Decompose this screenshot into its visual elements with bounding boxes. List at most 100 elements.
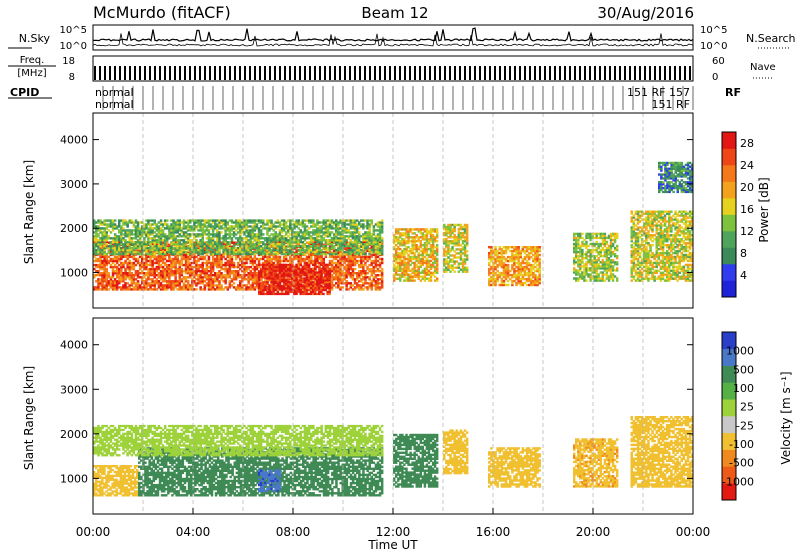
echo-cell (345, 284, 348, 286)
echo-cell (135, 264, 138, 266)
echo-cell (328, 273, 331, 275)
echo-cell (106, 264, 109, 266)
echo-cell (181, 268, 184, 270)
echo-cell (270, 264, 273, 266)
echo-cell (187, 280, 190, 282)
echo-cell (231, 258, 234, 260)
echo-cell (295, 264, 298, 266)
echo-cell (195, 288, 198, 290)
echo-cell (166, 219, 169, 221)
echo-cell (381, 258, 384, 260)
echo-cell (328, 283, 331, 285)
echo-cell (354, 268, 357, 270)
echo-cell (237, 270, 240, 272)
echo-cell (262, 219, 265, 221)
echo-cell (202, 264, 205, 266)
echo-cell (312, 277, 315, 279)
echo-cell (108, 272, 111, 274)
cpid-ticks (103, 86, 693, 110)
echo-cell (381, 270, 384, 272)
nsearch-label: N.Search (746, 32, 796, 45)
echo-cell (314, 268, 317, 270)
echo-cell (114, 219, 117, 221)
echo-cell (154, 284, 157, 286)
echo-cell (350, 282, 353, 284)
freq-tick-top: 18 (62, 56, 75, 67)
freq-label: Freq. (20, 55, 45, 66)
nave-tick-bottom: 0 (712, 72, 718, 83)
echo-cell (279, 256, 282, 258)
echo-cell (277, 291, 280, 293)
echo-cell (260, 277, 263, 279)
cpid-row2-left: normal (95, 98, 134, 111)
echo-cell (316, 266, 319, 268)
echo-cell (328, 293, 331, 295)
echo-cell (137, 258, 140, 260)
echo-cell (168, 276, 171, 278)
echo-cell (235, 258, 238, 260)
noise-tick-bottom-right: 10^0 (700, 41, 727, 52)
echo-cell (126, 282, 128, 284)
echo-cell (320, 275, 323, 277)
echo-cell (220, 231, 223, 233)
echo-cell (208, 258, 211, 260)
echo-cell (295, 293, 298, 295)
echo-cell (154, 219, 157, 221)
echo-cell (354, 264, 357, 266)
echo-cell (308, 264, 311, 266)
echo-cell (323, 258, 326, 260)
echo-cell (281, 289, 284, 291)
echo-cell (371, 219, 374, 221)
freq-marks (95, 66, 690, 80)
nave-label: Nave (750, 62, 776, 73)
echo-cell (381, 284, 384, 286)
echo-cell (122, 264, 125, 266)
echo-cell (222, 245, 225, 247)
echo-cell (328, 289, 331, 291)
noise-tick-top-right: 10^5 (700, 25, 727, 36)
echo-cell (379, 264, 382, 266)
echo-cell (270, 219, 273, 221)
beam-title: Beam 12 (361, 4, 428, 22)
freq-panel: Freq. [MHz] 18 8 60 0 Nave (8, 55, 776, 83)
echo-cell (189, 258, 192, 260)
echo-cell (368, 276, 371, 278)
freq-unit-label: [MHz] (17, 68, 46, 79)
echo-cell (312, 281, 315, 283)
echo-cell (220, 284, 223, 286)
freq-tick-bottom: 8 (69, 72, 75, 83)
cpid-label: CPID (10, 86, 39, 99)
echo-cell (308, 268, 311, 270)
echo-cell (174, 276, 177, 278)
echo-cell (328, 268, 331, 270)
station-title: McMurdo (fitACF) (93, 3, 231, 22)
echo-cell (364, 253, 367, 255)
cpid-panel: CPID normal normal 151 RF 157 151 RF RF (8, 86, 741, 111)
rf-label: RF (725, 86, 741, 99)
echo-cell (381, 276, 384, 278)
nave-tick-top: 60 (712, 56, 725, 67)
echo-cell (328, 264, 331, 266)
echo-cell (322, 293, 325, 295)
nsky-label: N.Sky (19, 32, 51, 45)
echo-cell (262, 233, 265, 235)
echo-cell (220, 258, 223, 260)
echo-cell (160, 219, 163, 221)
echo-cell (264, 268, 267, 270)
echo-cell (151, 264, 154, 266)
echo-cell (106, 268, 109, 270)
echo-cell (137, 280, 140, 282)
echo-cell (312, 219, 315, 221)
echo-cell (339, 253, 342, 255)
echo-cell (233, 262, 236, 264)
echo-cell (328, 277, 331, 279)
noise-tick-top-left: 10^5 (60, 25, 87, 36)
noise-tick-bottom-left: 10^0 (60, 41, 87, 52)
nsky-trace (93, 28, 693, 41)
echo-cell (120, 258, 123, 260)
echo-cell (345, 276, 348, 278)
echo-cell (358, 231, 361, 233)
echo-cell (174, 264, 177, 266)
